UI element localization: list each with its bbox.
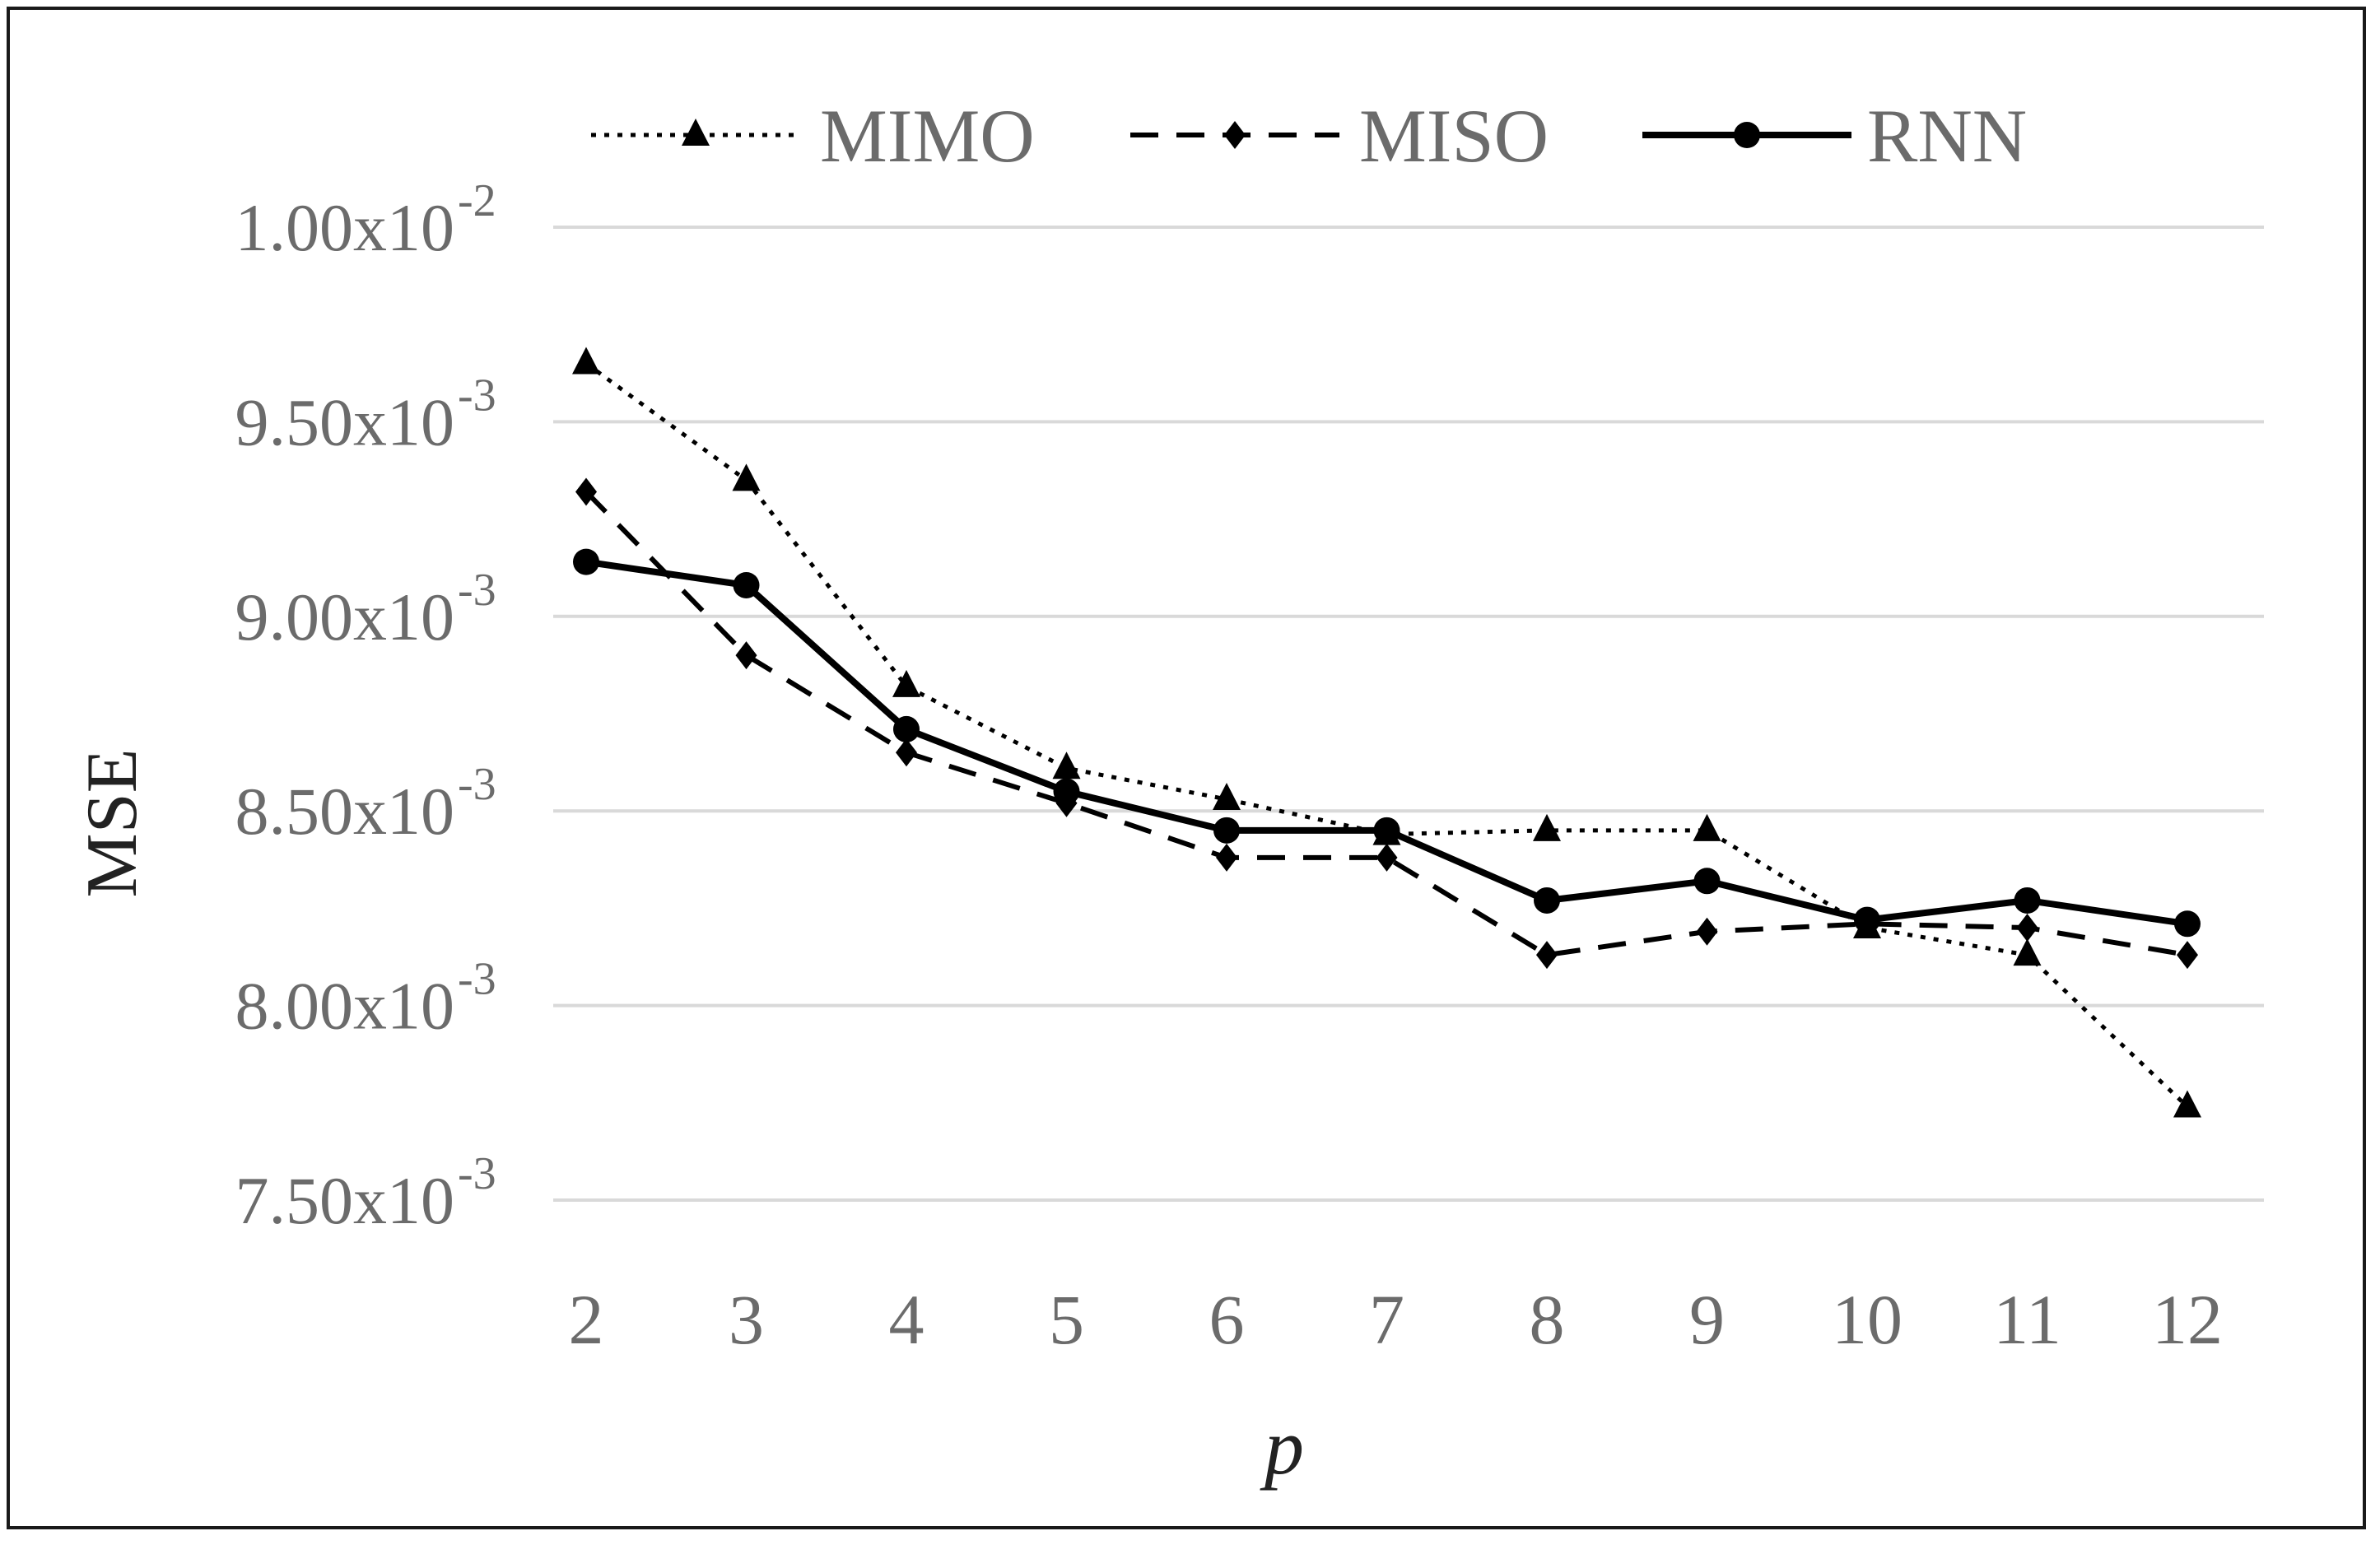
miso-point	[735, 641, 757, 670]
y-tick-exponent: -3	[458, 565, 496, 616]
x-tick-label: 11	[1993, 1280, 2061, 1359]
x-tick-label: 3	[729, 1280, 764, 1359]
miso-point	[575, 477, 597, 506]
series-markers	[572, 347, 2201, 1118]
y-tick-label: 8.00x10	[235, 969, 455, 1044]
rnn-point	[2174, 910, 2201, 938]
miso-legend-marker	[1224, 121, 1246, 149]
x-axis-label: p	[1260, 1403, 1304, 1491]
mimo-point	[1213, 783, 1241, 811]
mimo-point	[892, 669, 920, 697]
x-tick-label: 7	[1369, 1280, 1404, 1359]
mimo-legend-marker	[682, 119, 710, 146]
miso-point	[896, 738, 917, 767]
x-tick-labels: 2 3 4 5 6 7 8 9 10 11 12	[569, 1280, 2224, 1359]
x-tick-label: 8	[1530, 1280, 1565, 1359]
mimo-point	[2173, 1090, 2201, 1118]
rnn-point	[573, 548, 599, 575]
series-lines	[584, 361, 2189, 1109]
legend: MIMO MISO RNN	[591, 94, 2027, 178]
y-tick-exponent: -3	[458, 1148, 496, 1199]
y-tick-label: 8.50x10	[235, 774, 455, 849]
y-tick-label: 9.00x10	[235, 579, 455, 654]
rnn-legend-label: RNN	[1867, 94, 2027, 178]
mimo-point	[572, 347, 600, 375]
y-tick-label: 1.00x10	[235, 190, 455, 265]
x-tick-label: 10	[1832, 1280, 1903, 1359]
x-tick-label: 4	[889, 1280, 925, 1359]
mimo-point	[732, 463, 761, 491]
miso-series-line	[584, 490, 2188, 958]
rnn-point	[893, 715, 920, 742]
rnn-point	[1213, 817, 1240, 844]
miso-point	[2016, 914, 2038, 942]
rnn-point	[1053, 778, 1080, 805]
mimo-point	[1693, 813, 1721, 841]
miso-point	[1696, 917, 1718, 946]
x-tick-label: 5	[1049, 1280, 1084, 1359]
chart-frame	[7, 7, 2366, 1529]
rnn-point	[733, 571, 760, 598]
miso-point	[1376, 843, 1398, 872]
rnn-legend-marker	[1734, 122, 1760, 148]
mimo-series-line	[585, 361, 2189, 1109]
y-tick-exponent: -3	[458, 954, 496, 1005]
mimo-point	[2013, 938, 2042, 966]
miso-point	[1536, 941, 1558, 970]
x-tick-label: 2	[569, 1280, 604, 1359]
rnn-point	[1534, 887, 1560, 914]
rnn-point	[1854, 906, 1880, 933]
gridlines	[553, 226, 2264, 1202]
mimo-point	[1052, 752, 1081, 779]
x-tick-label: 9	[1689, 1280, 1725, 1359]
miso-point	[1216, 843, 1237, 872]
miso-legend-label: MISO	[1359, 94, 1549, 178]
rnn-point	[2014, 887, 2041, 914]
y-tick-labels: 1.00x10 -29.50x10 -39.00x10 -38.50x10 -38.00…	[235, 175, 496, 1238]
mimo-legend-label: MIMO	[820, 94, 1035, 178]
y-tick-label: 7.50x10	[235, 1163, 455, 1238]
y-tick-label: 9.50x10	[235, 384, 455, 459]
rnn-point	[1693, 868, 1721, 895]
mimo-point	[1533, 813, 1561, 841]
y-axis-label: MSE	[72, 749, 152, 898]
miso-point	[2177, 941, 2198, 970]
rnn-point	[1373, 817, 1400, 844]
y-tick-exponent: -3	[458, 759, 496, 810]
x-tick-label: 6	[1209, 1280, 1245, 1359]
y-tick-exponent: -3	[458, 370, 496, 421]
x-tick-label: 12	[2152, 1280, 2223, 1359]
y-tick-exponent: -2	[458, 175, 496, 226]
